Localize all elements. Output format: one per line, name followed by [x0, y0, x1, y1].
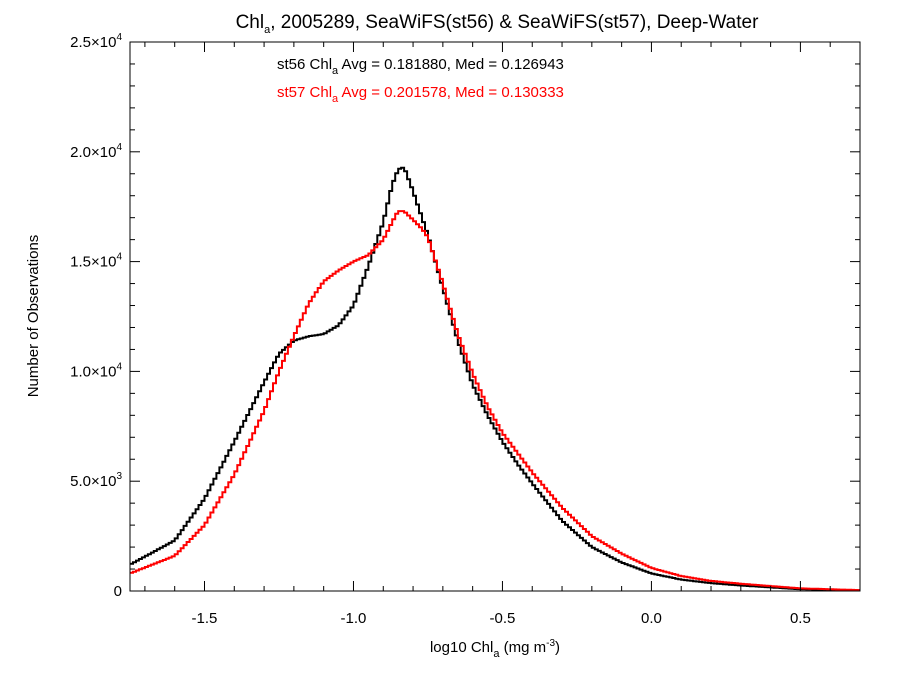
- series-layer: [130, 166, 860, 592]
- y-tick-label: 2.5×104: [70, 32, 122, 51]
- x-tick-label: -1.0: [341, 610, 367, 627]
- y-tick-label: 0: [114, 583, 122, 600]
- plot-frame: [129, 41, 861, 592]
- chart-title-pre: Chl: [236, 12, 265, 33]
- x-tick-label: 0.0: [641, 610, 662, 627]
- series-line-2: [130, 210, 860, 592]
- annotation-st57: st57 Chla Avg = 0.201578, Med = 0.130333: [277, 84, 564, 105]
- y-tick-label: 1.5×104: [70, 252, 122, 271]
- x-tick-label: -1.5: [192, 610, 218, 627]
- chart-title-sub: a: [264, 24, 271, 36]
- x-tick-label: -0.5: [490, 610, 516, 627]
- x-tick-label: 0.5: [790, 610, 811, 627]
- tick-layer: -1.5 -1.0 -0.5 0.0 0.5 0 5.0×103 1.0×104 1.5×104…: [70, 32, 861, 627]
- x-axis-label: log10 Chla (mg m-3): [430, 638, 560, 660]
- annotation-st56: st56 Chla Avg = 0.181880, Med = 0.126943: [277, 56, 564, 77]
- y-axis-label: Number of Observations: [25, 235, 42, 398]
- chart-title: Chla, 2005289, SeaWiFS(st56) & SeaWiFS(s…: [236, 12, 760, 36]
- y-tick-label: 5.0×103: [70, 471, 122, 490]
- series-line-1: [130, 166, 860, 592]
- y-tick-label: 1.0×104: [70, 361, 122, 380]
- chart-title-post: , 2005289, SeaWiFS(st56) & SeaWiFS(st57)…: [270, 12, 759, 33]
- y-tick-label: 2.0×104: [70, 142, 122, 161]
